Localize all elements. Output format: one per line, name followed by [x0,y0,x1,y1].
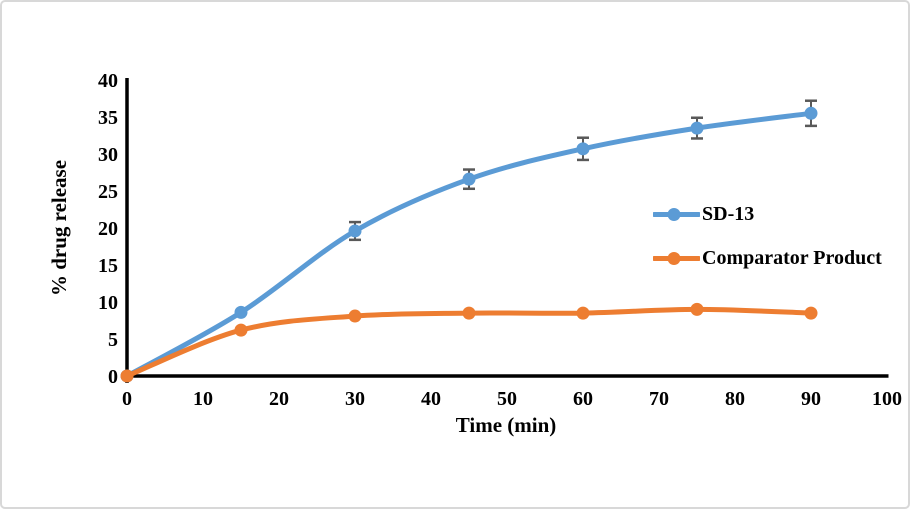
y-tick-label: 10 [98,292,118,314]
x-tick-label: 70 [649,388,669,410]
chart-legend: SD-13 Comparator Product [653,201,882,272]
x-tick-label: 10 [193,388,213,410]
y-tick-label: 15 [98,255,118,277]
legend-item-sd13: SD-13 [653,201,882,228]
data-point-sd13 [690,121,704,135]
y-tick-label: 40 [98,70,118,92]
data-point-comparator [234,323,248,337]
data-point-sd13 [804,106,818,120]
data-point-comparator [348,309,362,323]
legend-line-marker-comparator [653,252,700,265]
x-tick-label: 40 [421,388,441,410]
data-point-comparator [120,369,134,383]
data-point-comparator [804,306,818,320]
data-point-sd13 [348,224,362,238]
data-point-comparator [690,302,704,316]
y-tick-label: 25 [98,181,118,203]
data-point-comparator [462,306,476,320]
y-tick-label: 0 [108,366,118,388]
x-tick-label: 90 [801,388,821,410]
x-tick-label: 20 [269,388,289,410]
x-tick-label: 0 [122,388,132,410]
x-tick-label: 100 [872,388,902,410]
data-point-comparator [576,306,590,320]
y-tick-label: 30 [98,144,118,166]
legend-label-sd13: SD-13 [702,203,755,225]
data-point-sd13 [234,305,248,319]
x-tick-label: 50 [497,388,517,410]
x-tick-label: 30 [345,388,365,410]
plot-area: 0 5 10 15 20 25 30 35 40 0 10 20 30 40 50 60 70 80 90 100 [98,70,902,410]
y-tick-label: 35 [98,107,118,129]
x-tick-label: 80 [725,388,745,410]
y-tick-label: 5 [108,329,118,351]
data-point-sd13 [576,142,590,156]
x-tick-label: 60 [573,388,593,410]
x-axis-title: Time (min) [456,413,557,437]
data-point-sd13 [462,172,476,186]
y-tick-label: 20 [98,218,118,240]
legend-line-marker-sd13 [653,208,700,221]
y-axis-title: % drug release [47,160,71,296]
legend-item-comparator: Comparator Product [653,245,882,272]
legend-label-comparator: Comparator Product [702,247,882,269]
